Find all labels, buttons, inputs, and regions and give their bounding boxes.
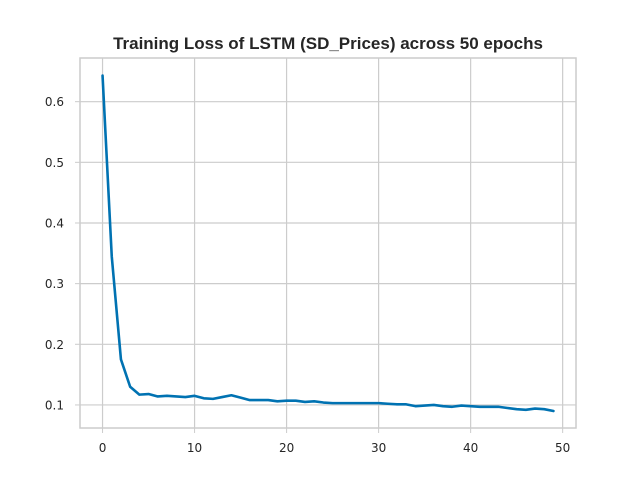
y-tick-label: 0.6 (45, 95, 64, 109)
x-tick-label: 20 (279, 441, 294, 455)
y-tick-label: 0.3 (45, 277, 64, 291)
x-tick-label: 10 (187, 441, 202, 455)
y-tick-label: 0.5 (45, 156, 64, 170)
x-tick-label: 40 (463, 441, 478, 455)
y-tick-label: 0.2 (45, 338, 64, 352)
series-layer (101, 74, 555, 413)
x-tick-label: 30 (371, 441, 386, 455)
plot-frame (79, 57, 577, 429)
training-loss-line (101, 74, 555, 413)
grid (80, 58, 576, 428)
y-tick-label: 0.4 (45, 216, 64, 230)
chart-title: Training Loss of LSTM (SD_Prices) across… (113, 34, 543, 53)
x-tick-label: 50 (555, 441, 570, 455)
axes: 0 10 20 30 40 50 0.1 0.2 0.3 0.4 0.5 0.6 (45, 95, 570, 455)
x-tick-label: 0 (99, 441, 107, 455)
y-tick-label: 0.1 (45, 398, 64, 412)
